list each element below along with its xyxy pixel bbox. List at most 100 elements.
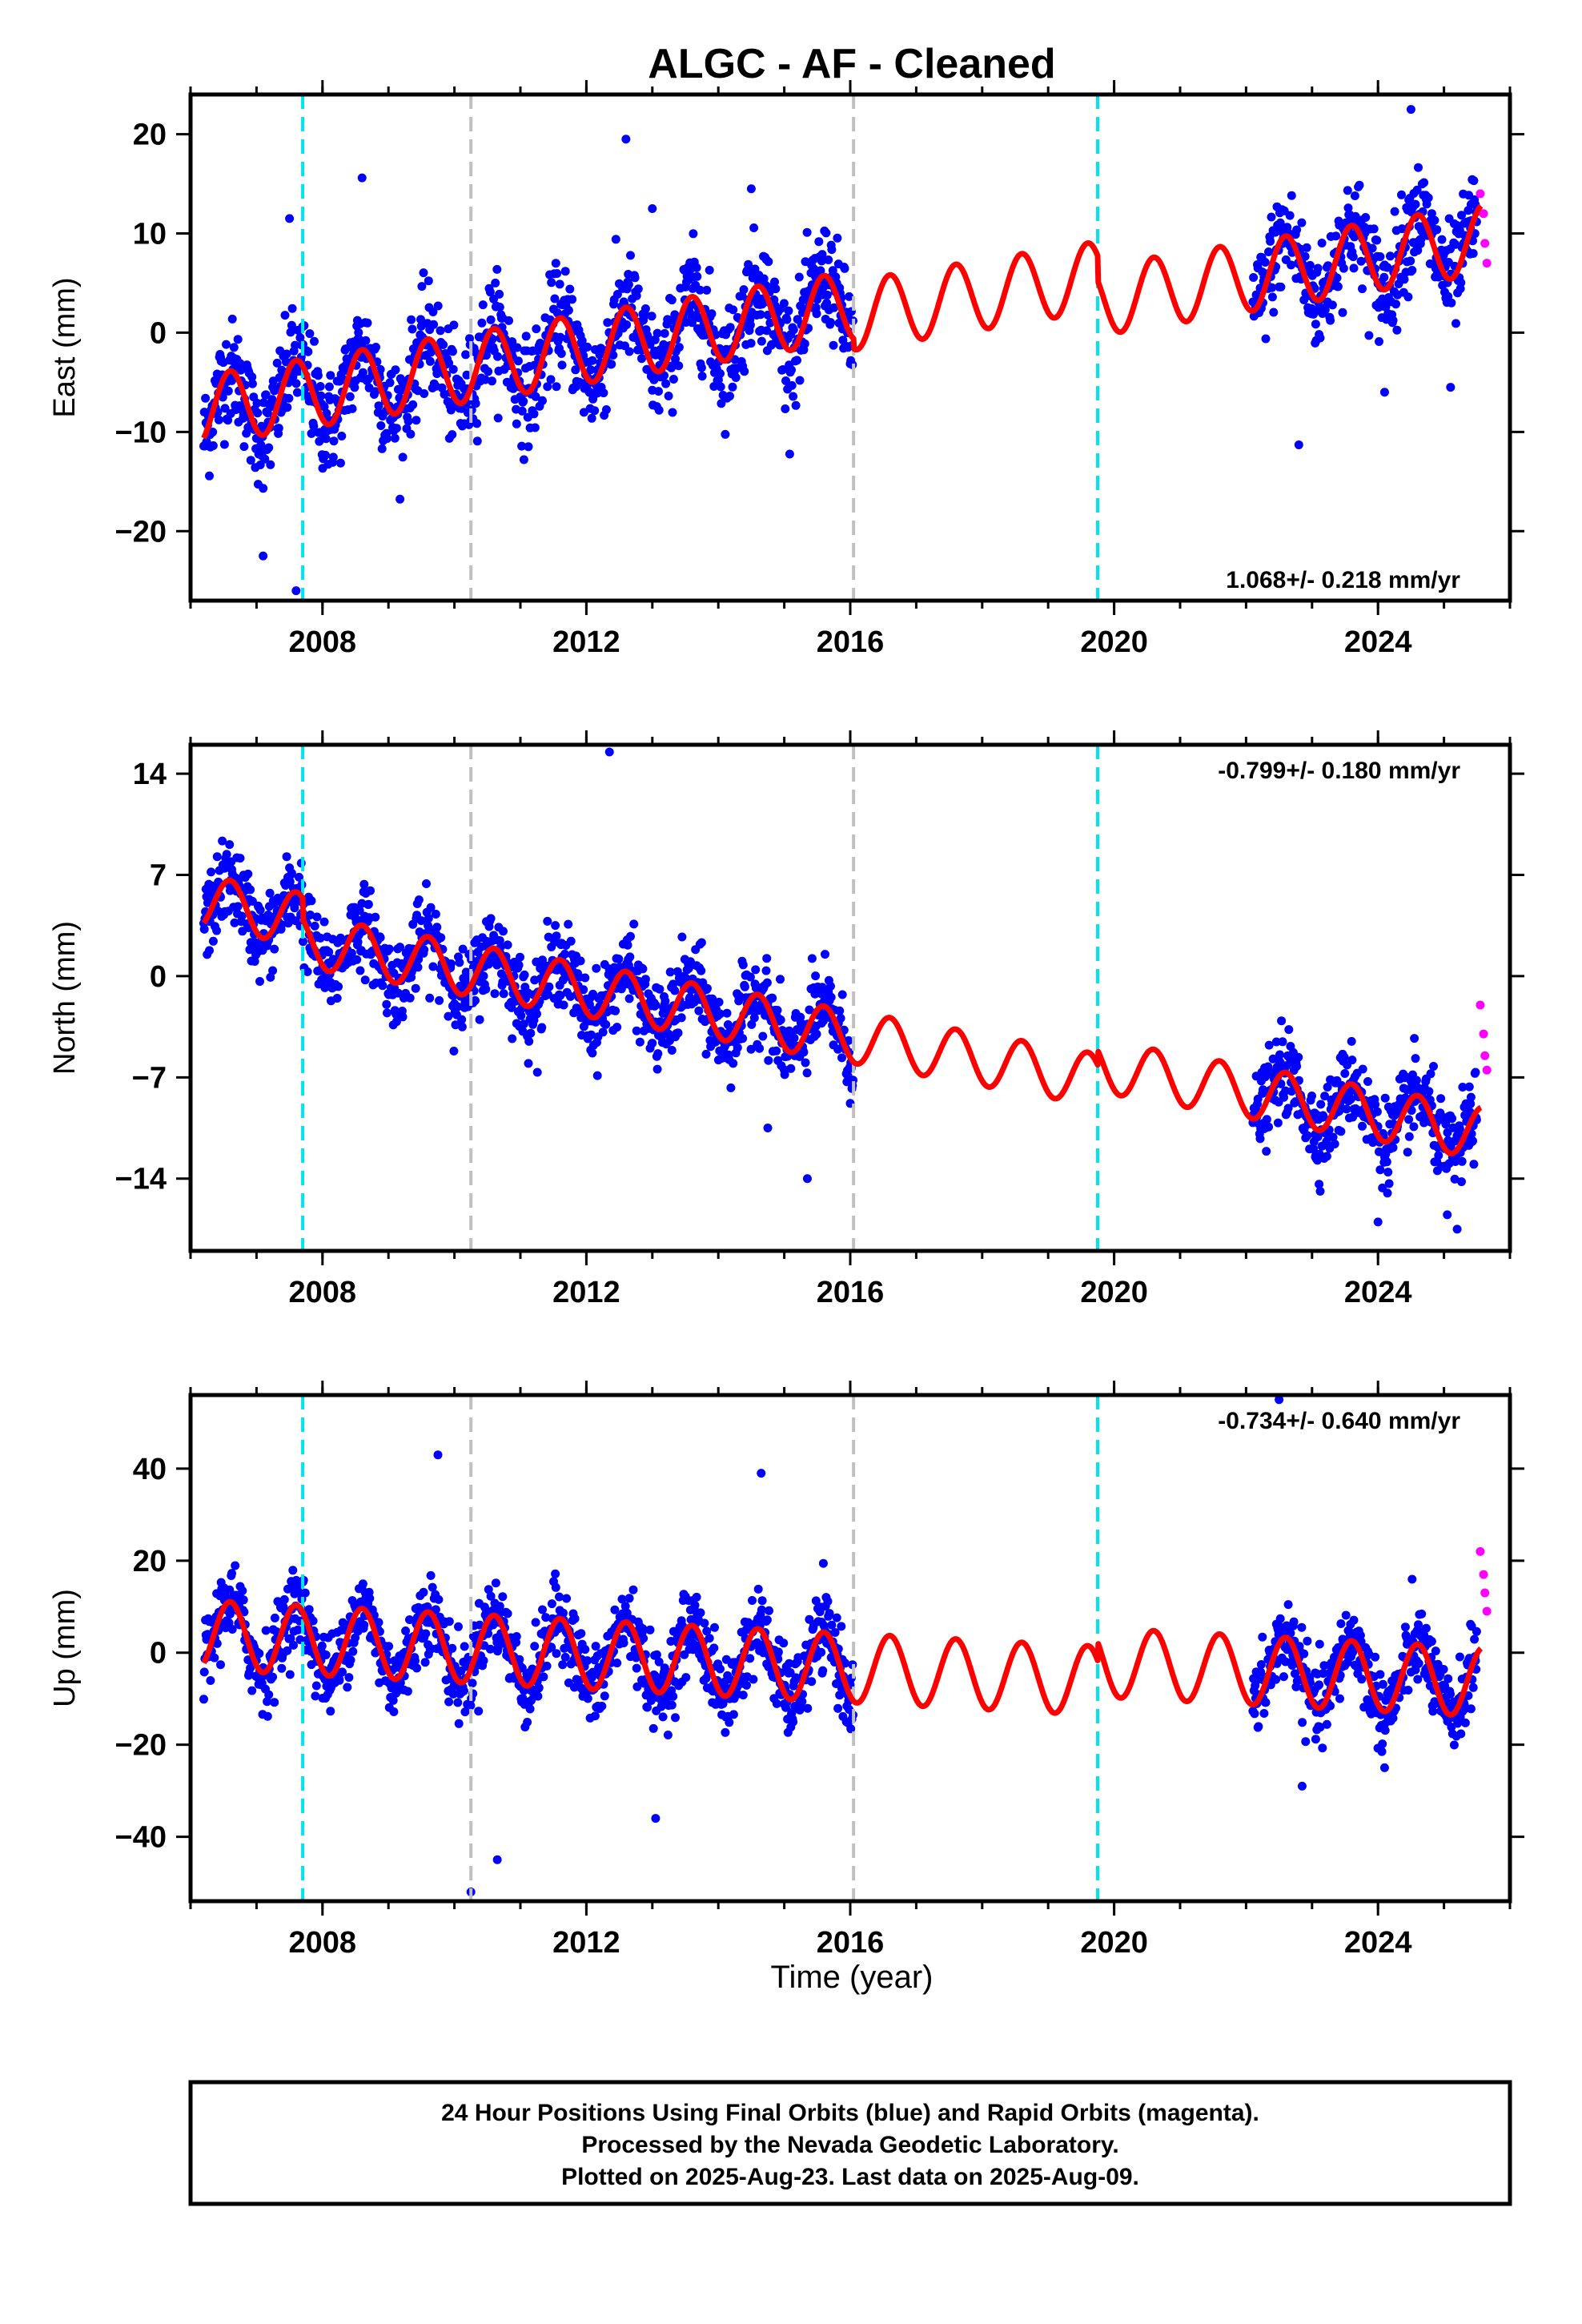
data-point [453,1698,463,1707]
data-point [222,850,231,859]
data-point [270,1613,279,1622]
data-point [1456,278,1466,287]
data-point [560,1652,570,1662]
data-point [1404,1115,1414,1124]
data-point [1260,258,1270,267]
data-point [632,1026,641,1035]
data-point [508,1034,517,1043]
data-point [751,965,761,975]
rapid-point [1482,259,1492,268]
data-point [287,304,297,313]
data-point [652,1064,662,1074]
data-point [270,386,279,396]
y-tick-label: 20 [133,1545,167,1578]
data-point [475,1015,484,1024]
data-point [692,263,701,272]
data-point [1403,1148,1412,1157]
data-point [246,1663,255,1673]
data-point [526,1028,536,1038]
model-curve [201,1598,1484,1718]
data-point [206,1676,215,1685]
data-point [560,1643,569,1653]
data-point [1468,1136,1477,1146]
data-point [658,1712,668,1722]
data-point [401,1626,411,1635]
data-point [556,991,565,1000]
data-point [210,1653,219,1663]
data-point [697,938,706,947]
data-point [270,944,279,954]
data-point [776,975,785,984]
data-point [205,946,214,955]
data-point [1466,1099,1476,1108]
y-tick-label: 20 [133,119,167,152]
data-point [361,336,371,345]
x-tick-label: 2008 [289,1276,357,1309]
data-point [630,273,640,283]
x-tick-label: 2024 [1344,1926,1412,1960]
data-point [514,960,524,970]
data-point [524,442,533,452]
data-point [263,1711,272,1721]
data-point [697,363,706,372]
data-point [224,1618,234,1627]
data-point [1443,1210,1452,1220]
data-point [515,1655,524,1664]
data-point [317,1641,327,1651]
data-point [449,320,459,330]
data-point [517,406,527,416]
data-point [807,1677,817,1687]
data-point [764,1055,773,1065]
data-point [1414,163,1423,172]
data-point [757,336,766,346]
data-point [371,343,380,352]
rapid-point [1476,1546,1485,1556]
y-axis-label: East (mm) [48,277,82,417]
data-point [534,1683,544,1693]
data-point [669,1691,678,1701]
data-point [671,1713,680,1723]
data-point [781,404,790,413]
data-point [378,981,387,991]
data-point [763,1124,773,1133]
data-point [696,1608,705,1618]
data-point [717,399,726,408]
data-point [671,354,680,364]
rapid-point [1476,1000,1485,1010]
data-point [557,360,567,370]
data-point [1347,1094,1355,1104]
data-point [1319,1112,1328,1122]
data-point [1431,1699,1440,1708]
data-point [635,1037,644,1047]
data-point [460,1707,470,1717]
data-point [695,285,705,295]
data-point [739,285,749,295]
data-point [690,1601,700,1610]
data-point [291,340,300,350]
data-point [1429,1062,1438,1071]
data-point [541,1613,551,1622]
data-point [250,957,259,966]
data-point [245,945,255,955]
data-point [576,1629,586,1638]
data-point [424,276,433,286]
data-point [1320,305,1330,315]
data-point [1297,218,1307,227]
data-point [350,383,359,392]
rapid-point [1479,209,1488,219]
data-point [622,320,632,329]
data-point [822,290,832,300]
data-point [725,1718,734,1727]
data-point [791,400,801,410]
data-point [382,999,391,1009]
data-point [747,1019,757,1029]
data-point [1458,1083,1468,1092]
data-point [233,902,243,911]
data-point [376,421,386,430]
data-point [411,983,420,993]
data-point [1434,1151,1443,1160]
data-point [277,920,287,930]
data-point [668,408,677,417]
data-point [611,1006,620,1015]
data-point [246,885,255,895]
